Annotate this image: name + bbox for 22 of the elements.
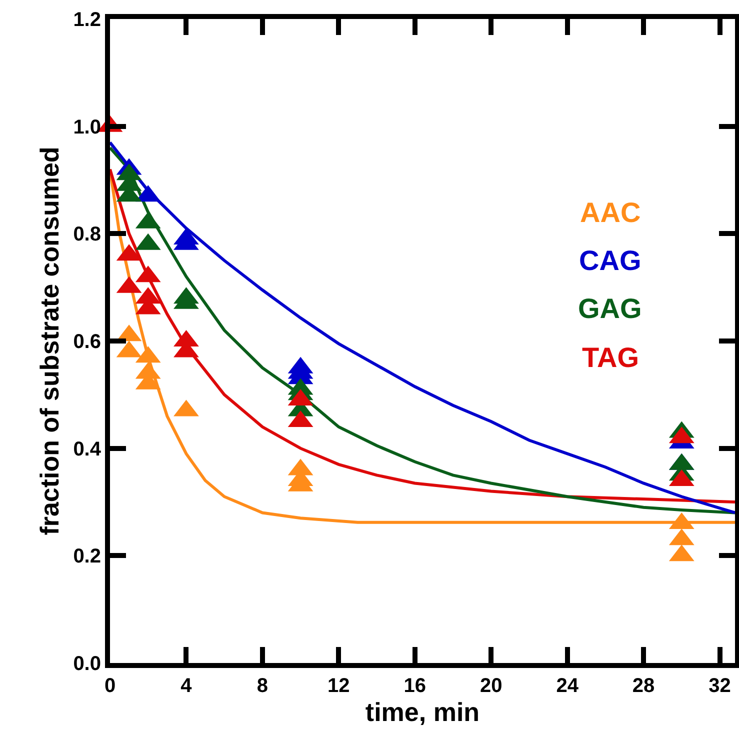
x-axis-title: time, min [365,697,480,727]
x-tick-label: 28 [632,675,655,697]
y-tick-label: 1.0 [73,116,101,138]
x-tick-label: 4 [180,675,193,697]
y-tick-label: 0.8 [73,224,101,246]
text: AAC [580,197,641,228]
y-tick-label: 0.6 [73,331,101,353]
x-tick-label: 0 [104,675,116,697]
text: CAG [579,245,642,276]
text: GAG [578,293,642,324]
y-axis-title: fraction of substrate consumed [34,146,65,536]
x-tick-label: 20 [480,675,502,697]
x-tick-label: 32 [708,675,731,697]
x-tick-label: 8 [256,675,268,697]
y-tick-label: 0.2 [73,546,101,568]
x-tick-label: 12 [328,675,350,697]
x-tick-label: 16 [404,675,426,697]
y-tick-label: 0.4 [73,438,102,460]
text: TAG [582,342,640,373]
y-tick-label: 1.2 [73,9,101,31]
y-tick-label: 0.0 [73,653,101,675]
x-tick-label: 24 [556,675,580,697]
